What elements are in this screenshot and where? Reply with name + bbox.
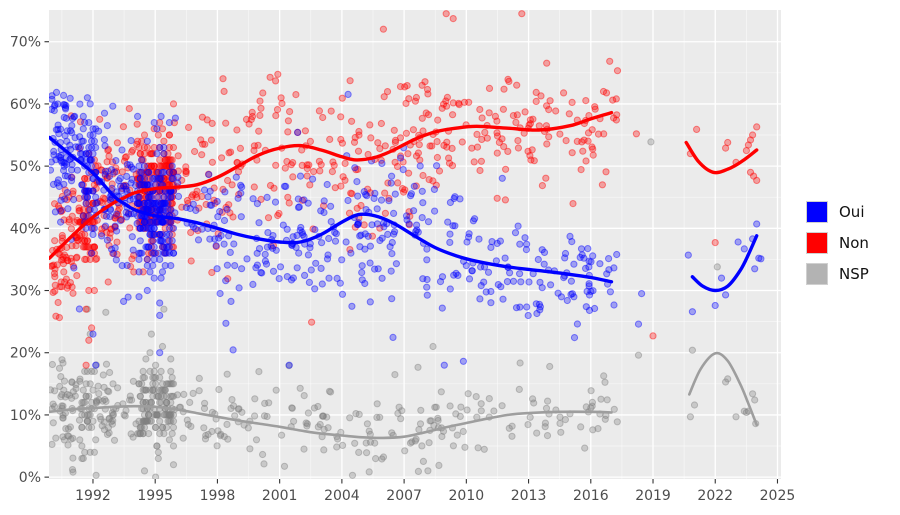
nsp-trend-main — [49, 404, 613, 440]
y-tick-label: 50% — [10, 159, 41, 175]
non-trend-recent — [684, 140, 759, 175]
y-tick-label: 40% — [10, 221, 41, 237]
x-tick-label: 2004 — [324, 488, 360, 504]
legend-swatch-nsp — [806, 263, 828, 285]
legend-label-nsp: NSP — [839, 265, 869, 283]
legend-item-non: Non — [806, 232, 869, 254]
trend-curves-layer — [49, 110, 759, 440]
gridlines — [49, 10, 781, 479]
y-tick-label: 20% — [10, 346, 41, 362]
y-tick-label: 30% — [10, 284, 41, 300]
y-axis: 0% 10% 20% 30% 40% 50% 60% 70% — [10, 35, 49, 486]
plot-panel — [49, 10, 781, 479]
x-tick-label: 2022 — [697, 488, 733, 504]
legend-label-oui: Oui — [839, 203, 865, 221]
x-tick-label: 1995 — [137, 488, 173, 504]
legend-item-oui: Oui — [806, 201, 869, 223]
non-trend-main — [49, 110, 614, 260]
x-tick-label: 2016 — [573, 488, 609, 504]
legend-item-nsp: NSP — [806, 263, 869, 285]
nsp-trend-recent — [688, 351, 758, 427]
non-points — [49, 10, 761, 369]
oui-trend-main — [49, 135, 614, 284]
oui-trend-recent — [690, 234, 759, 293]
x-tick-label: 2019 — [635, 488, 671, 504]
y-tick-label: 60% — [10, 97, 41, 113]
x-tick-label: 2001 — [262, 488, 298, 504]
scatter-points-layer — [49, 10, 765, 479]
nsp-points — [49, 138, 760, 479]
legend: Oui Non NSP — [806, 201, 869, 285]
x-tick-label: 1992 — [75, 488, 111, 504]
legend-label-non: Non — [839, 234, 869, 252]
x-tick-label: 2007 — [386, 488, 422, 504]
x-axis: 1992 1995 1998 2001 2004 2007 2010 2013 2016 2019… — [75, 479, 795, 504]
x-tick-label: 2010 — [449, 488, 485, 504]
y-tick-label: 70% — [10, 35, 41, 51]
legend-swatch-oui — [806, 201, 828, 223]
x-tick-label: 2025 — [760, 488, 796, 504]
legend-swatch-non — [806, 232, 828, 254]
x-tick-label: 2013 — [511, 488, 547, 504]
y-tick-label: 0% — [19, 470, 41, 486]
x-tick-label: 1998 — [200, 488, 236, 504]
y-tick-label: 10% — [10, 408, 41, 424]
